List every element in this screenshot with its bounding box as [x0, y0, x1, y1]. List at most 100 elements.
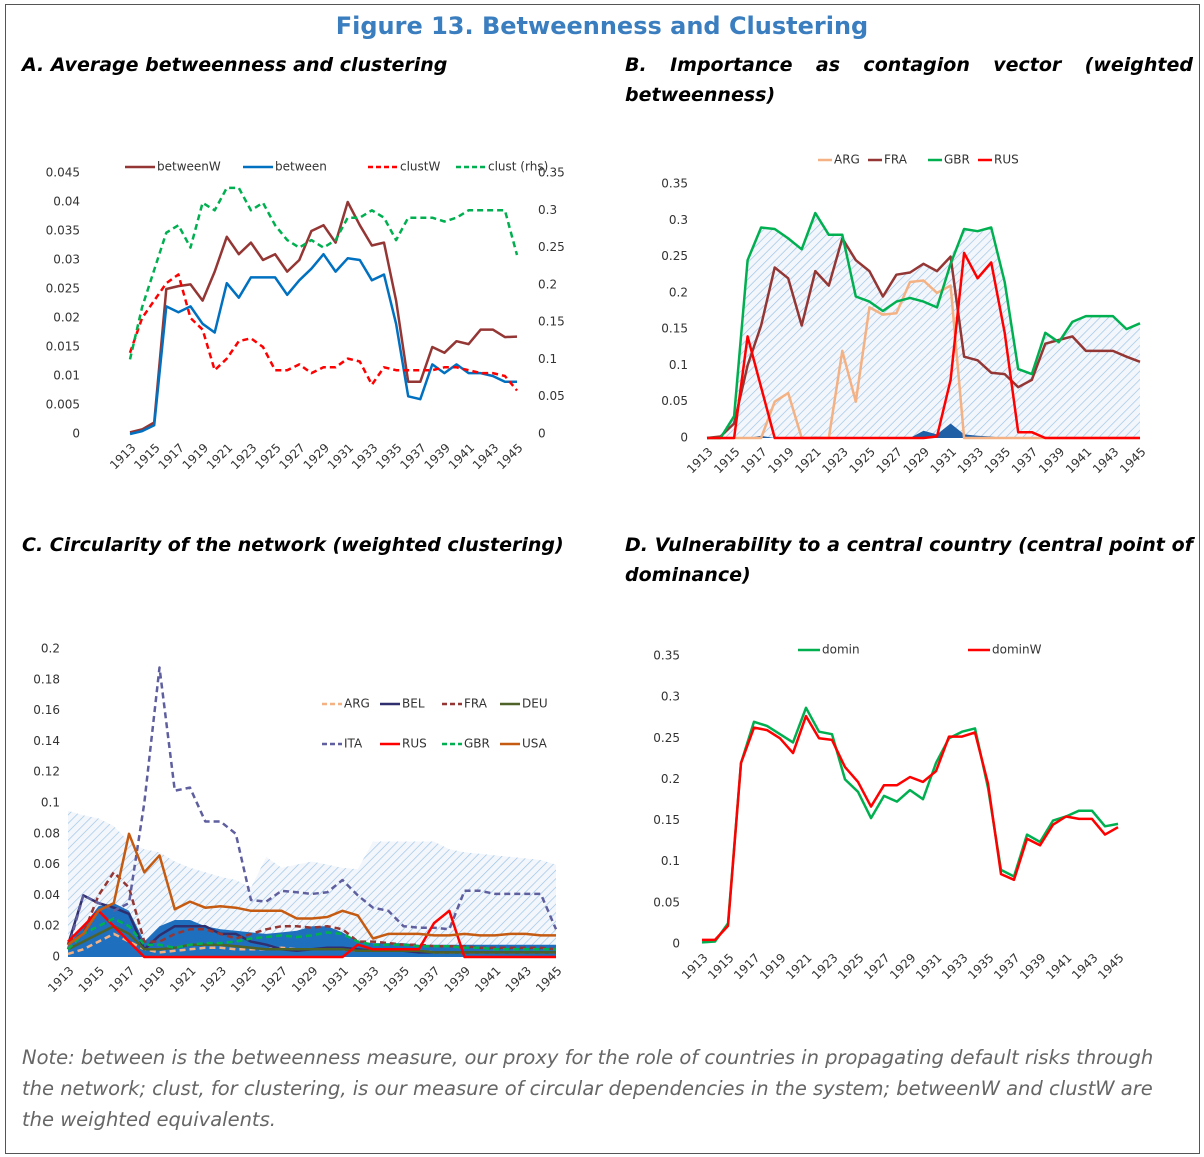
- legend-label: GBR: [464, 737, 490, 751]
- y-tick-label: 0.005: [46, 398, 80, 412]
- series-line: [706, 237, 1141, 440]
- x-tick-label: 1921: [783, 951, 814, 982]
- note: Note: between is the betweenness measure…: [22, 1046, 1154, 1131]
- x-tick-label: 1939: [442, 964, 473, 995]
- x-tick-label: 1923: [228, 441, 259, 472]
- y-tick-label: 0.045: [46, 166, 80, 180]
- y-tick-label: 0.35: [661, 177, 688, 191]
- panel-title: D. Vulnerability to a central country (c…: [625, 534, 1193, 586]
- series-line: [67, 917, 556, 951]
- y-tick-label: 0: [680, 431, 688, 445]
- y-tick-label: 0.025: [46, 282, 80, 296]
- x-tick-label: 1941: [1043, 951, 1074, 982]
- legend-label: betweenW: [157, 160, 221, 174]
- y-tick-label: 0.35: [653, 649, 680, 663]
- series-line: [701, 706, 1119, 944]
- y-tick-label: 0.16: [33, 703, 60, 717]
- y2-tick-label: 0: [538, 427, 546, 441]
- x-tick-label: 1925: [835, 951, 866, 982]
- y-tick-label: 0: [672, 937, 680, 951]
- x-tick-label: 1937: [411, 964, 442, 995]
- series-line: [128, 273, 518, 392]
- series-line: [707, 251, 1140, 440]
- x-tick-label: 1935: [965, 951, 996, 982]
- y-tick-label: 0.08: [33, 826, 60, 840]
- x-tick-label: 1937: [1009, 445, 1040, 476]
- series-line: [707, 211, 1141, 440]
- x-tick-label: 1937: [397, 441, 428, 472]
- y-tick-label: 0.04: [33, 888, 60, 902]
- x-tick-label: 1923: [819, 445, 850, 476]
- y-tick-label: 0.05: [653, 895, 680, 909]
- y-tick-label: 0.02: [33, 919, 60, 933]
- y2-tick-label: 0.1: [538, 352, 557, 366]
- x-tick-label: 1917: [106, 964, 137, 995]
- x-tick-label: 1925: [846, 445, 877, 476]
- x-tick-label: 1919: [180, 441, 211, 472]
- x-tick-label: 1921: [167, 964, 198, 995]
- y-tick-label: 0: [52, 950, 60, 964]
- legend-label: between: [275, 160, 327, 174]
- x-tick-label: 1925: [228, 964, 259, 995]
- y-tick-label: 0.1: [669, 358, 688, 372]
- x-tick-label: 1943: [470, 441, 501, 472]
- series-line: [67, 832, 556, 946]
- y-tick-label: 0.18: [33, 672, 60, 686]
- panel-title: B. Importance as contagion vector (weigh…: [625, 54, 1193, 106]
- x-tick-label: 1941: [1063, 445, 1094, 476]
- x-tick-label: 1933: [939, 951, 970, 982]
- x-tick-label: 1945: [1117, 445, 1148, 476]
- x-tick-label: 1923: [198, 964, 229, 995]
- panel-title: C. Circularity of the network (weighted …: [22, 534, 564, 556]
- y-tick-label: 0.15: [661, 322, 688, 336]
- y2-tick-label: 0.3: [538, 203, 557, 217]
- figure-title: Figure 13. Betweenness and Clustering: [335, 12, 869, 40]
- y2-tick-label: 0.35: [538, 166, 565, 180]
- x-tick-label: 1939: [1017, 951, 1048, 982]
- x-tick-label: 1913: [684, 445, 715, 476]
- x-tick-label: 1935: [982, 445, 1013, 476]
- x-tick-label: 1929: [901, 445, 932, 476]
- x-tick-label: 1941: [446, 441, 477, 472]
- hatched-area: [707, 213, 1140, 438]
- y-tick-label: 0.05: [661, 394, 688, 408]
- legend-label: RUS: [994, 153, 1019, 167]
- x-tick-label: 1939: [422, 441, 453, 472]
- x-tick-label: 1927: [861, 951, 892, 982]
- y-tick-label: 0.2: [669, 285, 688, 299]
- x-tick-label: 1935: [373, 441, 404, 472]
- x-tick-label: 1919: [757, 951, 788, 982]
- y-tick-label: 0.015: [46, 340, 80, 354]
- series-line: [67, 909, 556, 959]
- x-tick-label: 1913: [45, 964, 76, 995]
- y-tick-label: 0.12: [33, 765, 60, 779]
- y-tick-label: 0.14: [33, 734, 60, 748]
- y2-tick-label: 0.2: [538, 277, 557, 291]
- x-tick-label: 1929: [289, 964, 320, 995]
- x-tick-label: 1913: [107, 441, 138, 472]
- legend-label: BEL: [402, 697, 425, 711]
- x-tick-label: 1933: [350, 964, 381, 995]
- y2-tick-label: 0.05: [538, 389, 565, 403]
- x-tick-label: 1933: [349, 441, 380, 472]
- y-tick-label: 0.3: [661, 690, 680, 704]
- x-tick-label: 1917: [731, 951, 762, 982]
- y2-tick-label: 0.15: [538, 315, 565, 329]
- legend-label: ARG: [344, 697, 370, 711]
- series-line: [129, 200, 518, 434]
- legend-label: ARG: [834, 153, 860, 167]
- frame: [5, 4, 1200, 1154]
- x-tick-label: 1941: [472, 964, 503, 995]
- x-tick-label: 1945: [494, 441, 525, 472]
- x-tick-label: 1933: [955, 445, 986, 476]
- y-tick-label: 0.15: [653, 813, 680, 827]
- panel-title: A. Average betweenness and clustering: [22, 54, 448, 76]
- y-tick-label: 0.03: [53, 253, 80, 267]
- legend-label: ITA: [344, 737, 363, 751]
- x-tick-label: 1931: [928, 445, 959, 476]
- x-tick-label: 1917: [155, 441, 186, 472]
- legend-label: FRA: [884, 153, 908, 167]
- y2-tick-label: 0.25: [538, 240, 565, 254]
